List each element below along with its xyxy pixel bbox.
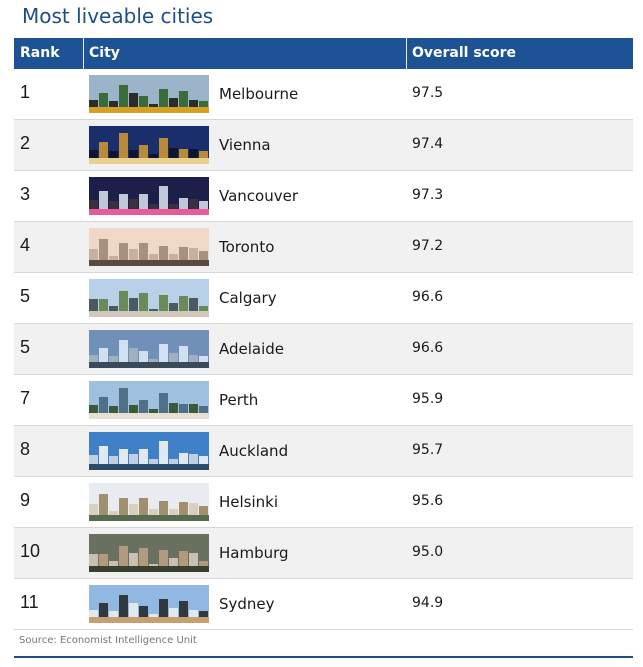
rank-cell: 3: [20, 184, 31, 204]
city-name: Auckland: [219, 442, 289, 460]
rank-cell: 9: [20, 490, 31, 510]
table-row: 9 Helsinki 95.6: [14, 477, 633, 528]
header-divider: [406, 38, 407, 69]
chart-title: Most liveable cities: [22, 4, 214, 28]
toronto-skyline-photo: [89, 228, 209, 266]
overall-score: 95.0: [412, 544, 444, 560]
perth-skyline-photo: [89, 381, 209, 419]
overall-score: 94.9: [412, 595, 444, 611]
rank-cell: 7: [20, 388, 31, 408]
auckland-skyline-photo-graphic: [89, 432, 209, 470]
rank-cell: 8: [20, 439, 31, 459]
vienna-statue-photo: [89, 126, 209, 164]
table-row: 3 Vancouver 97.3: [14, 171, 633, 222]
rank-cell: 5: [20, 286, 31, 306]
table-body: 1 Melbourne 97.5 2 Vienna 97.4 3 Vancouver 97.3 4…: [14, 69, 633, 630]
adelaide-fountain-photo-graphic: [89, 330, 209, 368]
header-score: Overall score: [412, 45, 516, 61]
source-note: Source: Economist Intelligence Unit: [19, 635, 197, 646]
vienna-statue-photo-graphic: [89, 126, 209, 164]
toronto-skyline-photo-graphic: [89, 228, 209, 266]
overall-score: 95.9: [412, 391, 444, 407]
city-name: Sydney: [219, 595, 275, 613]
table-row: 1 Melbourne 97.5: [14, 69, 633, 120]
header-city: City: [89, 45, 120, 61]
helsinki-cathedral-photo: [89, 483, 209, 521]
hamburg-aerial-photo: [89, 534, 209, 572]
rank-cell: 5: [20, 337, 31, 357]
city-name: Toronto: [219, 238, 275, 256]
overall-score: 96.6: [412, 289, 444, 305]
rank-cell: 1: [20, 82, 31, 102]
adelaide-fountain-photo: [89, 330, 209, 368]
overall-score: 95.7: [412, 442, 444, 458]
city-name: Adelaide: [219, 340, 285, 358]
rank-cell: 4: [20, 235, 31, 255]
city-name: Calgary: [219, 289, 277, 307]
rank-cell: 11: [20, 592, 39, 612]
melbourne-tram-photo: [89, 75, 209, 113]
overall-score: 95.6: [412, 493, 444, 509]
city-name: Vienna: [219, 136, 271, 154]
table-row: 5 Adelaide 96.6: [14, 324, 633, 375]
table-row: 5 Calgary 96.6: [14, 273, 633, 324]
sydney-harbour-bridge-photo-graphic: [89, 585, 209, 623]
city-name: Melbourne: [219, 85, 299, 103]
liveable-cities-table: Rank City Overall score 1 Melbourne 97.5 2 V…: [14, 38, 633, 630]
calgary-skyline-photo-graphic: [89, 279, 209, 317]
sydney-harbour-bridge-photo: [89, 585, 209, 623]
hamburg-aerial-photo-graphic: [89, 534, 209, 572]
helsinki-cathedral-photo-graphic: [89, 483, 209, 521]
overall-score: 97.2: [412, 238, 444, 254]
overall-score: 97.4: [412, 136, 444, 152]
city-name: Vancouver: [219, 187, 298, 205]
bottom-rule: [14, 656, 633, 658]
auckland-skyline-photo: [89, 432, 209, 470]
vancouver-night-skyline-photo-graphic: [89, 177, 209, 215]
rank-cell: 2: [20, 133, 31, 153]
table-row: 10 Hamburg 95.0: [14, 528, 633, 579]
table-row: 11 Sydney 94.9: [14, 579, 633, 630]
table-header: Rank City Overall score: [14, 38, 633, 69]
table-row: 7 Perth 95.9: [14, 375, 633, 426]
overall-score: 96.6: [412, 340, 444, 356]
city-name: Perth: [219, 391, 259, 409]
calgary-skyline-photo: [89, 279, 209, 317]
overall-score: 97.5: [412, 85, 444, 101]
melbourne-tram-photo-graphic: [89, 75, 209, 113]
city-name: Hamburg: [219, 544, 289, 562]
table-row: 2 Vienna 97.4: [14, 120, 633, 171]
vancouver-night-skyline-photo: [89, 177, 209, 215]
table-row: 4 Toronto 97.2: [14, 222, 633, 273]
perth-skyline-photo-graphic: [89, 381, 209, 419]
rank-cell: 10: [20, 541, 41, 561]
city-name: Helsinki: [219, 493, 279, 511]
overall-score: 97.3: [412, 187, 444, 203]
header-rank: Rank: [20, 45, 60, 61]
table-row: 8 Auckland 95.7: [14, 426, 633, 477]
header-divider: [83, 38, 84, 69]
